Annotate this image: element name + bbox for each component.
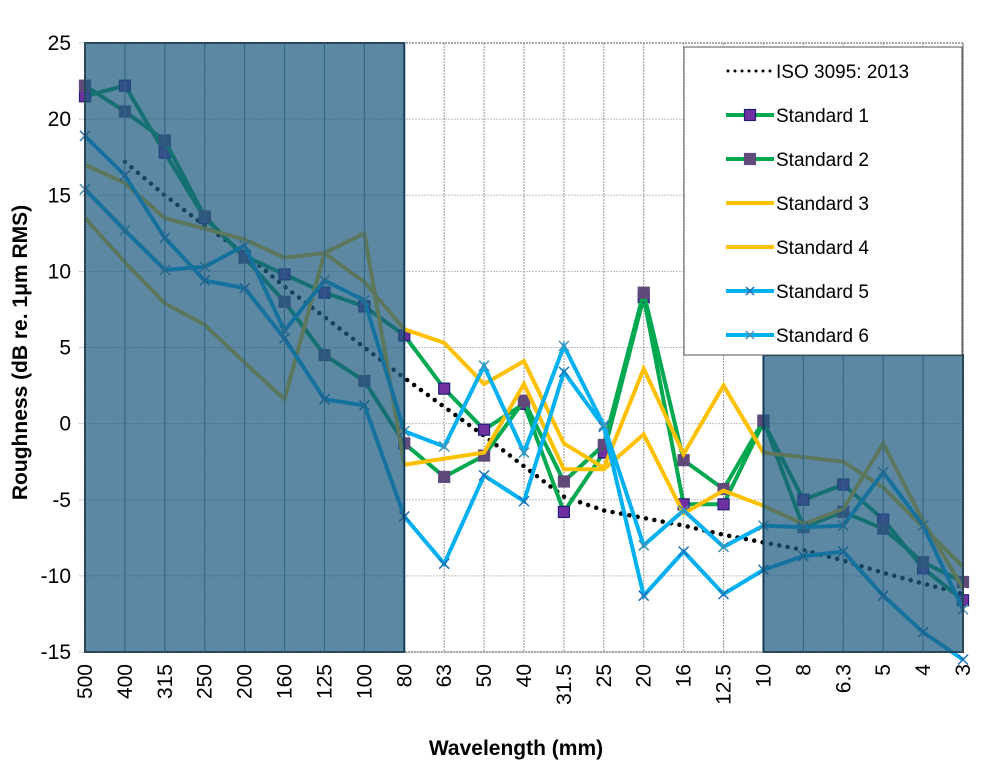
data-point-x [718, 541, 730, 553]
y-tick-label: 10 [48, 260, 71, 283]
data-point-square [438, 470, 451, 484]
y-tick-labels: 25 20 15 10 5 0 -5 -10 -15 [41, 32, 71, 664]
x-tick-label: 20 [633, 664, 656, 687]
legend-item: ISO 3095: 2013 [726, 62, 909, 83]
x-tick-label: 4 [912, 664, 935, 676]
x-tick-label: 500 [74, 664, 97, 699]
legend-label: Standard 2 [776, 150, 869, 171]
data-point-square [637, 286, 650, 299]
x-tick-labels: 500 400 315 250 200 160 125 100 80 63 50 40 31.5 25 20… [74, 664, 975, 705]
legend-label: Standard 6 [776, 326, 869, 347]
legend-marker-square [743, 152, 757, 166]
data-point-x [638, 590, 650, 602]
y-tick-label: 15 [48, 184, 71, 207]
legend-label: Standard 5 [776, 282, 869, 303]
data-point-square [717, 498, 730, 511]
legend-label: Standard 3 [776, 194, 869, 215]
x-tick-label: 125 [313, 664, 336, 699]
y-tick-label: -5 [52, 489, 71, 512]
x-tick-label: 8 [792, 664, 815, 676]
x-axis-title: Wavelength (mm) [429, 737, 603, 760]
data-point-x [558, 340, 570, 352]
x-tick-label: 16 [673, 664, 696, 687]
data-point-x [478, 469, 490, 481]
plot-frame [84, 42, 964, 653]
legend-item: Standard 5 [726, 282, 869, 303]
data-point-x [518, 495, 530, 507]
data-point-x [598, 419, 610, 431]
data-point-x [478, 360, 490, 372]
x-tick-label: 5 [872, 664, 895, 676]
data-point-x [638, 539, 650, 551]
data-point-square [557, 505, 571, 519]
x-tick-label: 50 [473, 664, 496, 687]
x-tick-label: 40 [513, 664, 536, 687]
y-tick-label: 5 [59, 337, 71, 360]
x-tick-label: 63 [433, 664, 456, 687]
legend-label: Standard 4 [776, 238, 869, 259]
shaded-region [762, 354, 964, 653]
data-point-square [477, 423, 491, 436]
y-tick-label: -15 [41, 641, 71, 664]
data-point-x [518, 447, 530, 459]
data-point-x [718, 588, 730, 600]
data-point-x [678, 545, 690, 558]
data-point-x [678, 504, 690, 516]
x-tick-label: 315 [154, 664, 177, 699]
x-tick-label: 31.5 [553, 664, 576, 705]
x-tick-label: 12.5 [713, 664, 736, 705]
y-axis-title: Roughness (dB re. 1μm RMS) [9, 205, 32, 500]
x-tick-label: 200 [234, 664, 257, 699]
x-tick-label: 250 [194, 664, 217, 699]
y-tick-label: 25 [48, 32, 71, 55]
y-tick-label: -10 [41, 565, 71, 588]
legend-item: Standard 4 [726, 238, 869, 259]
data-point-x [957, 654, 969, 666]
data-point-x [558, 366, 570, 378]
legend-item: Standard 3 [726, 194, 869, 215]
x-tick-label: 3 [952, 664, 975, 676]
legend-label: ISO 3095: 2013 [776, 62, 909, 83]
x-tick-label: 160 [274, 664, 297, 699]
y-tick-label: 20 [48, 108, 71, 131]
legend-marker-x [745, 330, 755, 340]
x-tick-label: 80 [393, 664, 416, 687]
x-tick-label: 100 [353, 664, 376, 699]
legend-item: Standard 6 [726, 326, 869, 347]
x-tick-label: 6.3 [832, 664, 855, 693]
x-tick-label: 25 [593, 664, 616, 687]
data-point-square [438, 382, 451, 395]
x-tick-label: 400 [114, 664, 137, 699]
legend-marker-x [745, 286, 755, 296]
legend-marker-square [743, 108, 757, 122]
legend-item: Standard 2 [726, 150, 869, 171]
data-point-x [438, 558, 450, 570]
legend-item: Standard 1 [726, 106, 869, 127]
legend: ISO 3095: 2013 Standard 1 Standard 2 Standa… [683, 46, 963, 356]
data-point-square [517, 394, 531, 407]
y-tick-label: 0 [59, 413, 71, 436]
data-point-x [438, 440, 450, 452]
legend-label: Standard 1 [776, 106, 869, 127]
x-tick-label: 10 [752, 664, 775, 687]
data-point-square [557, 475, 571, 488]
